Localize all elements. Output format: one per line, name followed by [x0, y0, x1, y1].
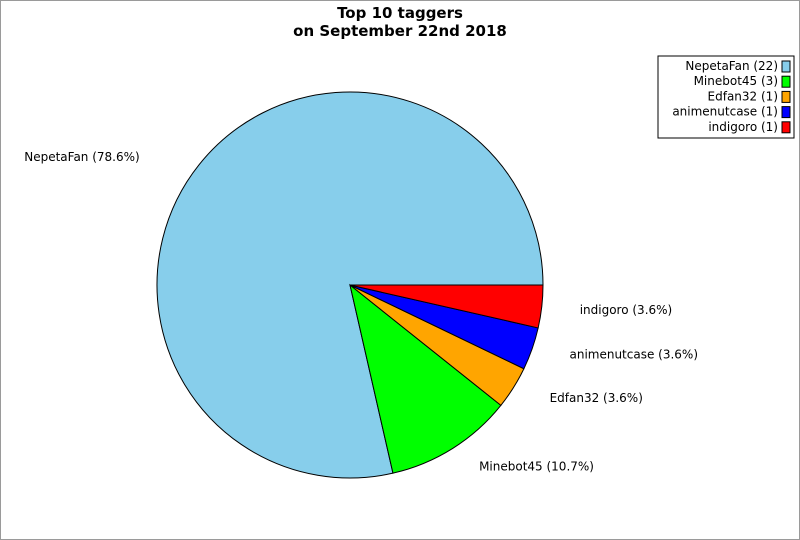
slice-nepetafan — [156, 91, 544, 479]
slice-minebot45 — [349, 283, 502, 474]
pie-labels: NepetaFan (78.6%) Minebot45 (10.7%) Edfan3… — [24, 150, 698, 473]
slice-label-edfan32: Edfan32 (3.6%) — [550, 391, 643, 405]
slice-label-indigoro: indigoro (3.6%) — [580, 303, 673, 317]
legend-swatch-nepetafan — [781, 60, 791, 73]
legend-label-edfan32: Edfan32 (1) — [708, 89, 778, 103]
legend-box — [657, 55, 795, 139]
pie-slices — [156, 91, 544, 479]
legend-swatch-animenutcase — [781, 106, 791, 119]
legend: NepetaFan (22)Minebot45 (3)Edfan32 (1) an… — [657, 55, 795, 139]
legend-label-minebot45: Minebot45 (3) — [694, 74, 778, 88]
legend-swatch-indigoro — [781, 121, 791, 134]
legend-label-indigoro: indigoro (1) — [708, 120, 778, 134]
slice-label-nepetafan: NepetaFan (78.6%) — [24, 150, 139, 164]
slice-label-minebot45: Minebot45 (10.7%) — [479, 460, 594, 474]
legend-label-animenutcase: animenutcase (1) — [672, 105, 778, 119]
legend-swatch-minebot45 — [781, 75, 791, 88]
legend-label-nepetafan: NepetaFan (22) — [685, 59, 778, 73]
chart-title: Top 10 taggers — [337, 4, 463, 22]
legend-swatch-edfan32 — [781, 90, 791, 103]
slice-label-animenutcase: animenutcase (3.6%) — [569, 348, 698, 362]
slice-indigoro — [349, 284, 544, 329]
chart-subtitle: on September 22nd 2018 — [293, 22, 507, 40]
